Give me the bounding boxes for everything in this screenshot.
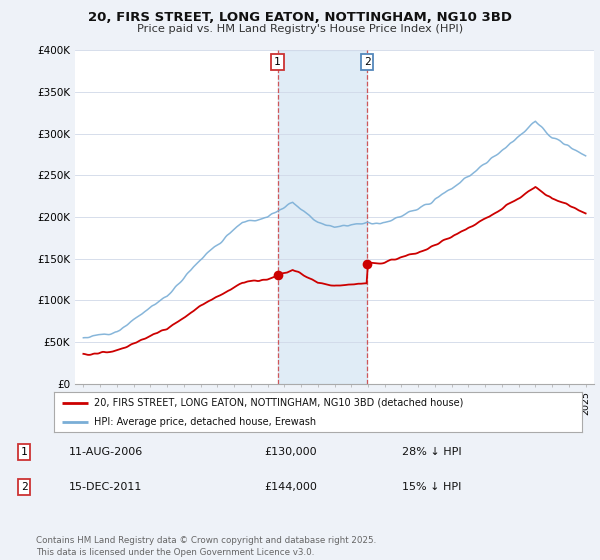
Text: £144,000: £144,000 [264, 482, 317, 492]
Text: 2: 2 [364, 57, 371, 67]
Text: Price paid vs. HM Land Registry's House Price Index (HPI): Price paid vs. HM Land Registry's House … [137, 24, 463, 34]
Text: £130,000: £130,000 [264, 447, 317, 458]
Text: 2: 2 [20, 482, 28, 492]
Text: HPI: Average price, detached house, Erewash: HPI: Average price, detached house, Erew… [94, 417, 316, 427]
Bar [278, 50, 367, 384]
Text: 20, FIRS STREET, LONG EATON, NOTTINGHAM, NG10 3BD (detached house): 20, FIRS STREET, LONG EATON, NOTTINGHAM,… [94, 398, 463, 408]
Text: 15-DEC-2011: 15-DEC-2011 [69, 482, 142, 492]
Text: 28% ↓ HPI: 28% ↓ HPI [402, 447, 461, 458]
Text: 20, FIRS STREET, LONG EATON, NOTTINGHAM, NG10 3BD: 20, FIRS STREET, LONG EATON, NOTTINGHAM,… [88, 11, 512, 24]
Text: 15% ↓ HPI: 15% ↓ HPI [402, 482, 461, 492]
Text: 1: 1 [20, 447, 28, 458]
Text: 1: 1 [274, 57, 281, 67]
Text: 11-AUG-2006: 11-AUG-2006 [69, 447, 143, 458]
Text: Contains HM Land Registry data © Crown copyright and database right 2025.
This d: Contains HM Land Registry data © Crown c… [36, 536, 376, 557]
